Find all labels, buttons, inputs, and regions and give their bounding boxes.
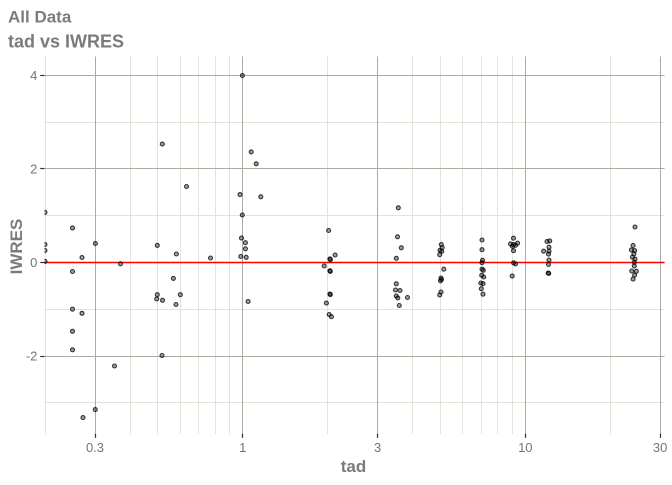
svg-text:tad vs IWRES: tad vs IWRES xyxy=(8,32,124,52)
svg-text:4: 4 xyxy=(30,68,37,83)
svg-text:1: 1 xyxy=(239,440,246,455)
svg-text:IWRES: IWRES xyxy=(7,219,26,275)
svg-text:All Data: All Data xyxy=(8,8,72,27)
svg-text:tad: tad xyxy=(341,457,367,476)
svg-text:10: 10 xyxy=(518,440,532,455)
svg-text:30: 30 xyxy=(653,440,667,455)
svg-text:0.3: 0.3 xyxy=(86,440,104,455)
svg-text:0: 0 xyxy=(30,255,37,270)
svg-text:-2: -2 xyxy=(26,349,38,364)
svg-text:3: 3 xyxy=(374,440,381,455)
svg-text:2: 2 xyxy=(30,162,37,177)
